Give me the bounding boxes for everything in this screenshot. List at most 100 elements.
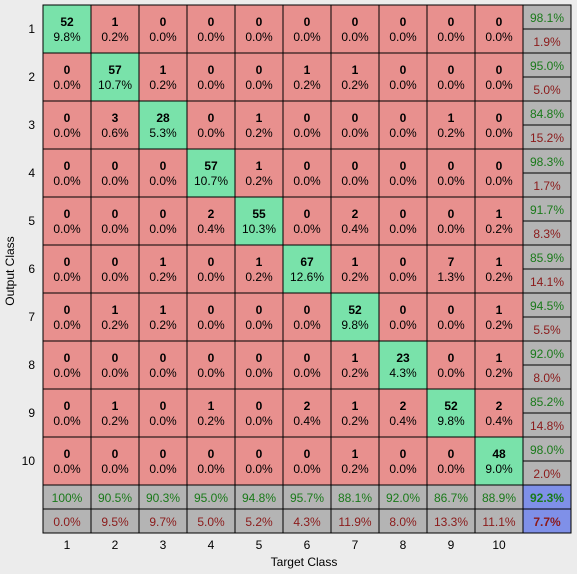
cell-percent: 0.0% — [341, 174, 369, 188]
matrix-cell — [186, 196, 236, 246]
col-summary-correct: 90.5% — [98, 491, 132, 505]
cell-count: 57 — [204, 159, 218, 173]
matrix-cell — [282, 52, 332, 102]
matrix-cell — [138, 52, 188, 102]
cell-percent: 0.0% — [149, 366, 177, 380]
x-tick-label: 8 — [400, 538, 407, 552]
cell-count: 0 — [256, 15, 263, 29]
cell-percent: 0.4% — [293, 414, 321, 428]
cell-percent: 0.2% — [341, 462, 369, 476]
cell-percent: 0.4% — [485, 414, 513, 428]
matrix-cell — [378, 388, 428, 438]
matrix-cell — [330, 100, 380, 150]
x-tick-label: 4 — [208, 538, 215, 552]
cell-percent: 0.0% — [101, 462, 129, 476]
col-summary-wrong-cell — [474, 508, 524, 534]
matrix-cell — [138, 292, 188, 342]
matrix-cell — [474, 244, 524, 294]
matrix-cell — [186, 388, 236, 438]
cell-count: 1 — [160, 63, 167, 77]
row-summary-correct-cell — [522, 436, 572, 462]
cell-percent: 0.0% — [245, 78, 273, 92]
cell-percent: 0.2% — [197, 414, 225, 428]
matrix-cell — [282, 244, 332, 294]
row-summary-wrong: 8.3% — [533, 227, 561, 241]
col-summary-wrong: 8.0% — [389, 515, 417, 529]
row-summary-wrong: 2.0% — [533, 467, 561, 481]
matrix-cell — [234, 292, 284, 342]
cell-count: 0 — [64, 351, 71, 365]
row-summary-correct: 84.8% — [530, 107, 564, 121]
cell-percent: 0.0% — [245, 462, 273, 476]
cell-count: 52 — [60, 15, 74, 29]
cell-percent: 0.2% — [245, 174, 273, 188]
cell-count: 0 — [448, 159, 455, 173]
cell-percent: 0.0% — [293, 366, 321, 380]
cell-count: 0 — [256, 351, 263, 365]
cell-count: 1 — [496, 303, 503, 317]
cell-percent: 0.0% — [485, 174, 513, 188]
cell-count: 1 — [256, 255, 263, 269]
matrix-cell — [378, 196, 428, 246]
row-summary-wrong-cell — [522, 412, 572, 438]
row-summary-wrong: 1.7% — [533, 179, 561, 193]
cell-percent: 0.0% — [149, 414, 177, 428]
matrix-cell — [426, 340, 476, 390]
matrix-cell — [282, 292, 332, 342]
col-summary-wrong: 11.9% — [338, 515, 371, 529]
x-tick-label: 6 — [304, 538, 311, 552]
matrix-cell — [90, 244, 140, 294]
cell-percent: 9.8% — [341, 318, 369, 332]
matrix-cell — [474, 148, 524, 198]
cell-count: 0 — [112, 159, 119, 173]
cell-count: 1 — [496, 351, 503, 365]
cell-percent: 0.0% — [437, 366, 465, 380]
matrix-cell — [378, 148, 428, 198]
matrix-cell — [378, 340, 428, 390]
matrix-cell — [426, 148, 476, 198]
matrix-cell — [282, 388, 332, 438]
cell-count: 0 — [304, 447, 311, 461]
row-summary-wrong-cell — [522, 76, 572, 102]
row-summary-wrong-cell — [522, 28, 572, 54]
cell-count: 0 — [208, 255, 215, 269]
cell-count: 1 — [352, 447, 359, 461]
cell-count: 28 — [156, 111, 170, 125]
cell-count: 55 — [252, 207, 266, 221]
cell-count: 1 — [304, 63, 311, 77]
x-tick-label: 7 — [352, 538, 359, 552]
matrix-cell — [330, 436, 380, 486]
cell-percent: 0.2% — [341, 270, 369, 284]
cell-count: 1 — [496, 255, 503, 269]
col-summary-correct: 86.7% — [434, 491, 468, 505]
col-summary-correct-cell — [234, 484, 284, 510]
matrix-cell — [378, 436, 428, 486]
cell-percent: 0.0% — [197, 78, 225, 92]
matrix-cell — [426, 4, 476, 54]
cell-percent: 5.3% — [149, 126, 177, 140]
cell-percent: 0.0% — [437, 78, 465, 92]
cell-count: 1 — [112, 303, 119, 317]
matrix-cell — [426, 244, 476, 294]
col-summary-wrong-cell — [426, 508, 476, 534]
cell-count: 2 — [496, 399, 503, 413]
x-tick-label: 1 — [64, 538, 71, 552]
y-tick-label: 3 — [28, 118, 35, 132]
matrix-cell — [474, 340, 524, 390]
cell-percent: 0.0% — [293, 30, 321, 44]
y-tick-label: 9 — [28, 406, 35, 420]
cell-count: 1 — [352, 399, 359, 413]
matrix-cell — [138, 196, 188, 246]
matrix-cell — [42, 52, 92, 102]
matrix-cell — [186, 244, 236, 294]
y-tick-label: 5 — [28, 214, 35, 228]
matrix-cell — [330, 292, 380, 342]
matrix-cell — [234, 196, 284, 246]
cell-count: 2 — [304, 399, 311, 413]
matrix-cell — [330, 244, 380, 294]
cell-count: 0 — [496, 159, 503, 173]
cell-percent: 0.0% — [197, 366, 225, 380]
matrix-cell — [426, 292, 476, 342]
y-tick-label: 4 — [28, 166, 35, 180]
matrix-cell — [330, 4, 380, 54]
